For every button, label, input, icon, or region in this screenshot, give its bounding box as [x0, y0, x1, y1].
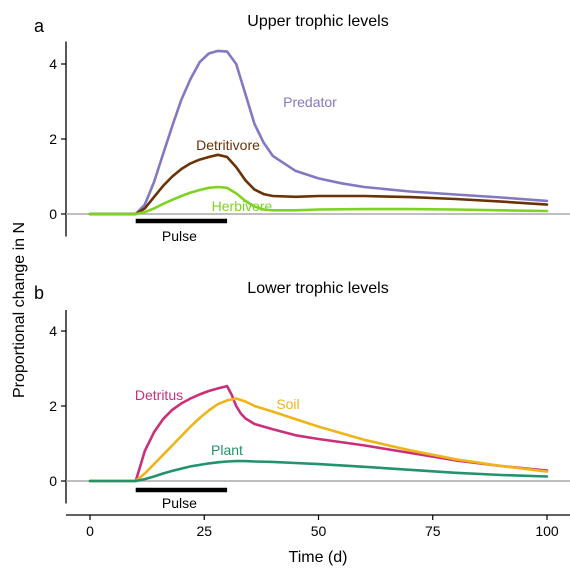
y-tick-label: 4 [49, 56, 57, 72]
panel-letter: a [34, 16, 45, 36]
series-line-herbivore [88, 185, 549, 216]
series-label-detritus: Detritus [135, 387, 183, 403]
panel-title: Upper trophic levels [247, 13, 388, 30]
x-tick-label: 0 [86, 523, 94, 539]
x-axis-label: Time (d) [289, 549, 348, 566]
panel-letter: b [34, 283, 44, 303]
panel-b: b Lower trophic levels 0 2 4 Detritus Soil Plan… [34, 280, 570, 511]
x-tick-label: 25 [196, 523, 212, 539]
series-line-plant [88, 459, 549, 483]
panel-a: a Upper trophic levels 0 2 4 Predator Detritiv… [34, 13, 570, 244]
y-tick-label: 2 [49, 398, 57, 414]
series-line-detritus [88, 384, 549, 483]
x-tick-label: 50 [311, 523, 327, 539]
series-line-detritivore [88, 153, 549, 216]
y-tick-label: 0 [49, 473, 57, 489]
series-label-plant: Plant [211, 442, 243, 458]
series-line-soil [88, 397, 549, 483]
pulse-label: Pulse [162, 228, 197, 244]
x-tick-label: 100 [535, 523, 559, 539]
panel-title: Lower trophic levels [247, 280, 388, 297]
y-tick-label: 4 [49, 323, 57, 339]
x-tick-label: 75 [425, 523, 441, 539]
y-tick-label: 0 [49, 206, 57, 222]
series-label-detritivore: Detritivore [196, 137, 260, 153]
y-tick-label: 2 [49, 131, 57, 147]
series-label-predator: Predator [283, 94, 337, 110]
series-line-predator [88, 49, 549, 216]
series-label-herbivore: Herbivore [212, 198, 273, 214]
y-axis-label: Proportional change in N [11, 222, 28, 398]
series-label-soil: Soil [276, 396, 299, 412]
pulse-label: Pulse [162, 495, 197, 511]
